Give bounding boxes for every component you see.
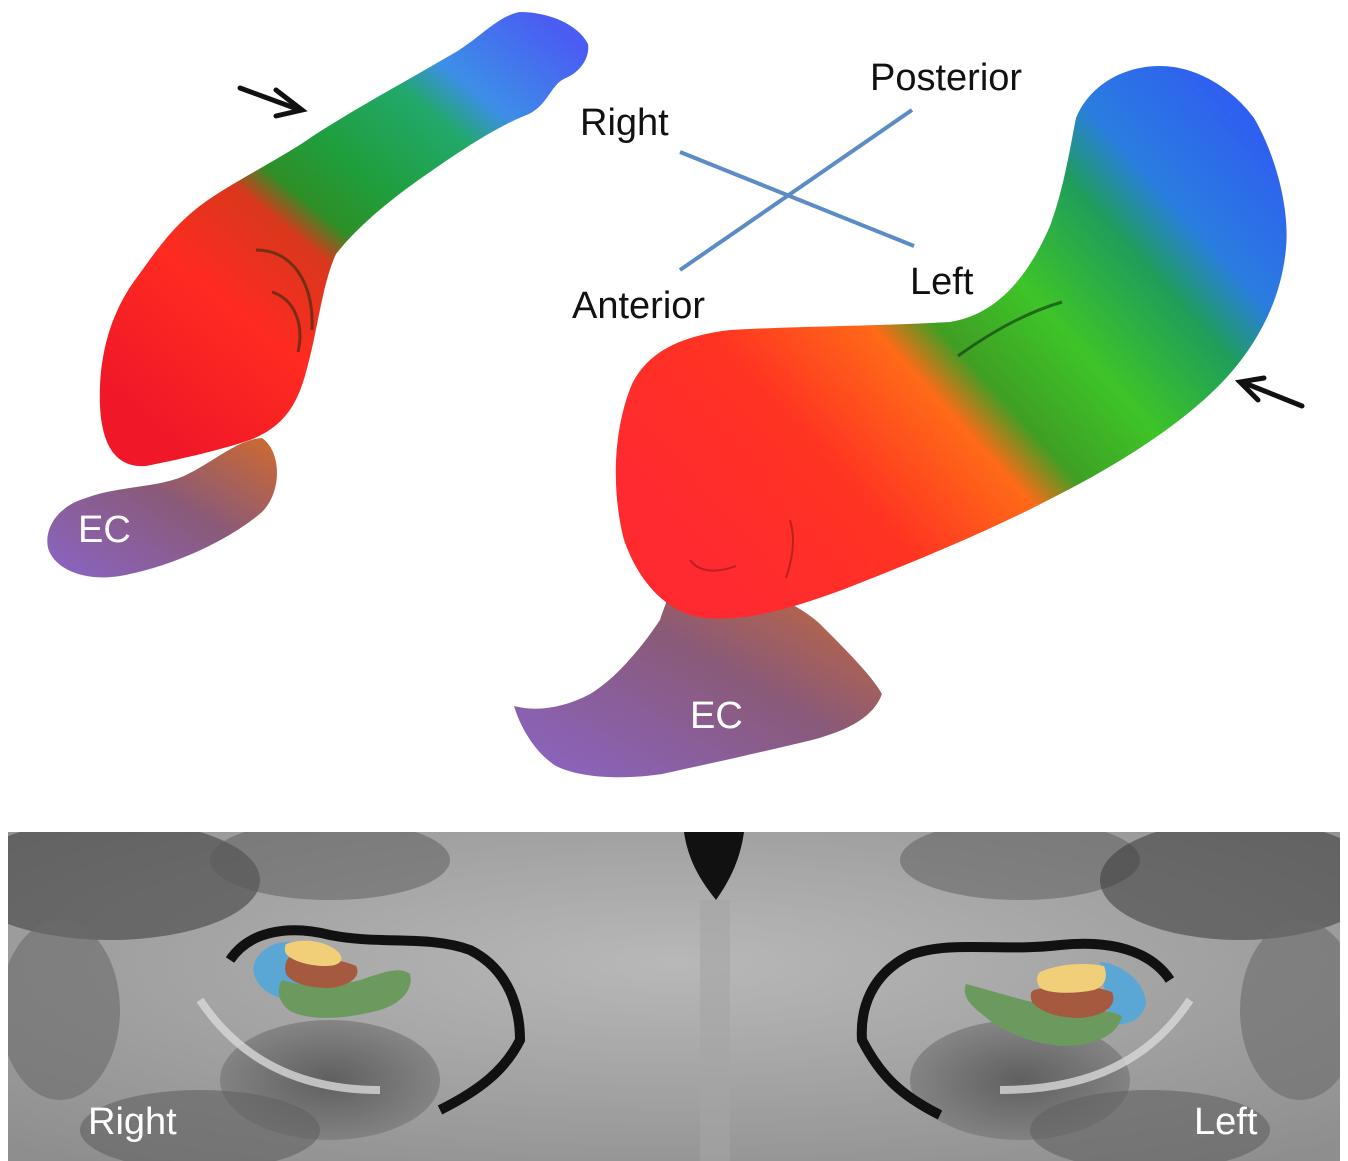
mri-structure xyxy=(1030,1090,1270,1161)
mri-right-side-label: Right xyxy=(88,1101,177,1143)
mri-structure xyxy=(1240,920,1340,1100)
top-panel: Posterior Right Left Anterior EC EC xyxy=(47,12,1305,778)
left-hippocampus-surface xyxy=(99,12,589,467)
overlay-yellow-region xyxy=(1037,964,1106,993)
overlay-green-region xyxy=(278,970,411,1018)
mri-structure xyxy=(900,832,1140,900)
anterior-label: Anterior xyxy=(572,285,705,327)
mri-structure xyxy=(8,920,120,1100)
right-label: Right xyxy=(580,102,669,144)
mri-temporal-horn xyxy=(856,938,1175,1120)
mri-white-matter xyxy=(196,997,1194,1094)
mri-structure xyxy=(8,832,260,940)
posterior-label: Posterior xyxy=(870,57,1022,99)
left-ec-label: EC xyxy=(78,509,131,551)
overlay-brown-region xyxy=(285,956,358,988)
left-ec-surface xyxy=(47,438,277,578)
right-left-axis xyxy=(679,150,915,248)
right-hippocampus-fold xyxy=(957,300,1063,358)
right-ec-surface xyxy=(514,568,882,778)
arrow-icon xyxy=(1234,375,1305,409)
anterior-posterior-axis xyxy=(678,108,914,272)
mri-midline-ventricle xyxy=(684,832,744,900)
right-hippocampus-fold-lower xyxy=(689,519,794,579)
orientation-cross: Posterior Right Left Anterior xyxy=(572,57,1022,327)
left-label: Left xyxy=(910,261,974,303)
right-hippocampus-surface xyxy=(615,66,1287,619)
overlay-yellow-region xyxy=(284,940,342,966)
mri-midline xyxy=(700,900,730,1161)
left-hippocampus-fold xyxy=(255,248,314,353)
right-hippocampus-overlay xyxy=(253,940,411,1018)
mri-structure xyxy=(1100,832,1340,940)
mri-panel: Right Left xyxy=(8,832,1340,1161)
right-hippocampus-model xyxy=(514,66,1287,778)
left-hippocampus-model xyxy=(47,12,589,578)
mri-temporal-horn xyxy=(225,925,526,1115)
arrow-icon xyxy=(237,85,308,119)
right-ec-label: EC xyxy=(690,695,743,737)
mri-left-side-label: Left xyxy=(1194,1101,1258,1143)
mri-structure xyxy=(210,832,450,900)
overlay-brown-region xyxy=(1030,985,1114,1018)
mri-structure xyxy=(80,1090,320,1161)
overlay-green-region xyxy=(964,984,1122,1046)
left-hippocampus-overlay xyxy=(964,962,1146,1046)
overlay-blue-region xyxy=(1100,962,1146,1025)
